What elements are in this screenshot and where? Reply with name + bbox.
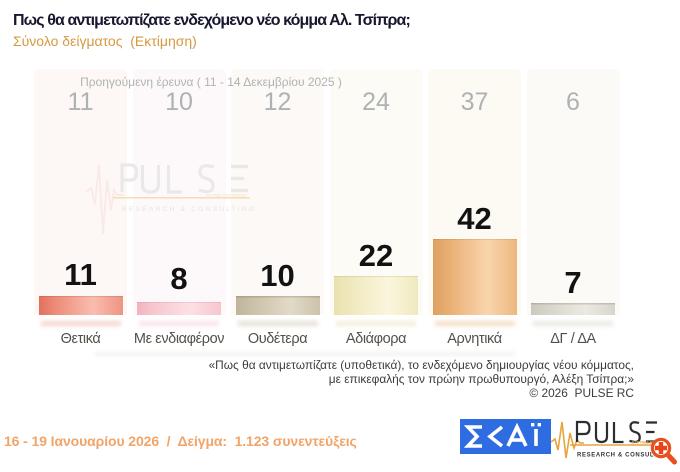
svg-text:RESEARCH & CONSULTING: RESEARCH & CONSULTING (122, 206, 254, 213)
svg-text:ΕΡΕΥΝΕΣ ΕΠΙΚ.: ΕΡΕΥΝΕΣ ΕΠΙΚ. (632, 441, 659, 445)
svg-text:ΕΡΕΥΝΕΣ ΕΠΙΚΟΙΝΩΝΙΑΣ: ΕΡΕΥΝΕΣ ΕΠΙΚΟΙΝΩΝΙΑΣ (206, 194, 247, 198)
svg-text:RESEARCH & CONSULTING: RESEARCH & CONSULTING (577, 453, 664, 459)
